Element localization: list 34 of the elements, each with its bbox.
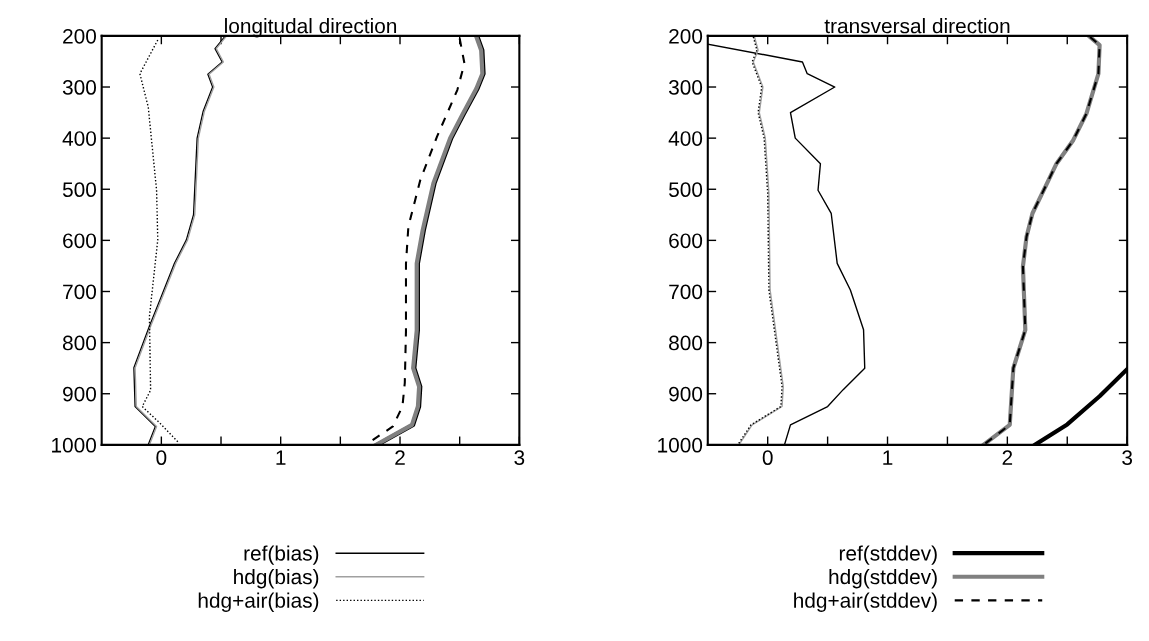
y-tick-label: 800: [669, 335, 703, 351]
x-tick-label: 0: [156, 450, 167, 466]
y-tick-label: 800: [62, 335, 97, 351]
y-tick-label: 400: [62, 131, 97, 146]
y-tick-label: 600: [63, 233, 97, 249]
y-tick-label: 1000: [52, 437, 97, 453]
y-tick-label: 200: [63, 28, 97, 44]
y-tick-label: 900: [669, 386, 703, 402]
y-tick-label: 500: [669, 182, 703, 198]
x-tick-label: 3: [514, 450, 525, 466]
chart-title: longitudal direction: [225, 18, 397, 38]
legend-label: ref(bias): [244, 545, 319, 565]
x-tick-label: 3: [1122, 450, 1133, 466]
legend-label: ref(stddev): [839, 545, 937, 565]
x-tick-label: 1: [276, 450, 286, 465]
y-tick-label: 700: [669, 284, 703, 300]
x-tick-label: 2: [1002, 450, 1013, 465]
y-tick-label: 400: [668, 131, 703, 146]
y-tick-label: 300: [62, 80, 97, 95]
chart-title: transversal direction: [824, 18, 1010, 34]
legend-label: hdg+air(bias): [198, 592, 319, 612]
y-tick-label: 1000: [658, 437, 703, 453]
x-tick-label: 1: [883, 450, 893, 465]
y-tick-label: 600: [669, 233, 703, 249]
y-tick-label: 900: [63, 386, 97, 402]
legend-label: hdg(stddev): [829, 568, 937, 589]
x-tick-label: 2: [395, 450, 405, 465]
y-tick-label: 500: [62, 182, 97, 198]
x-tick-label: 0: [762, 450, 773, 466]
legend-label: hdg+air(stddev): [794, 592, 937, 612]
y-tick-label: 200: [669, 28, 703, 44]
y-tick-label: 700: [63, 284, 97, 300]
legend-label: hdg(bias): [234, 568, 319, 589]
y-tick-label: 300: [668, 80, 703, 95]
